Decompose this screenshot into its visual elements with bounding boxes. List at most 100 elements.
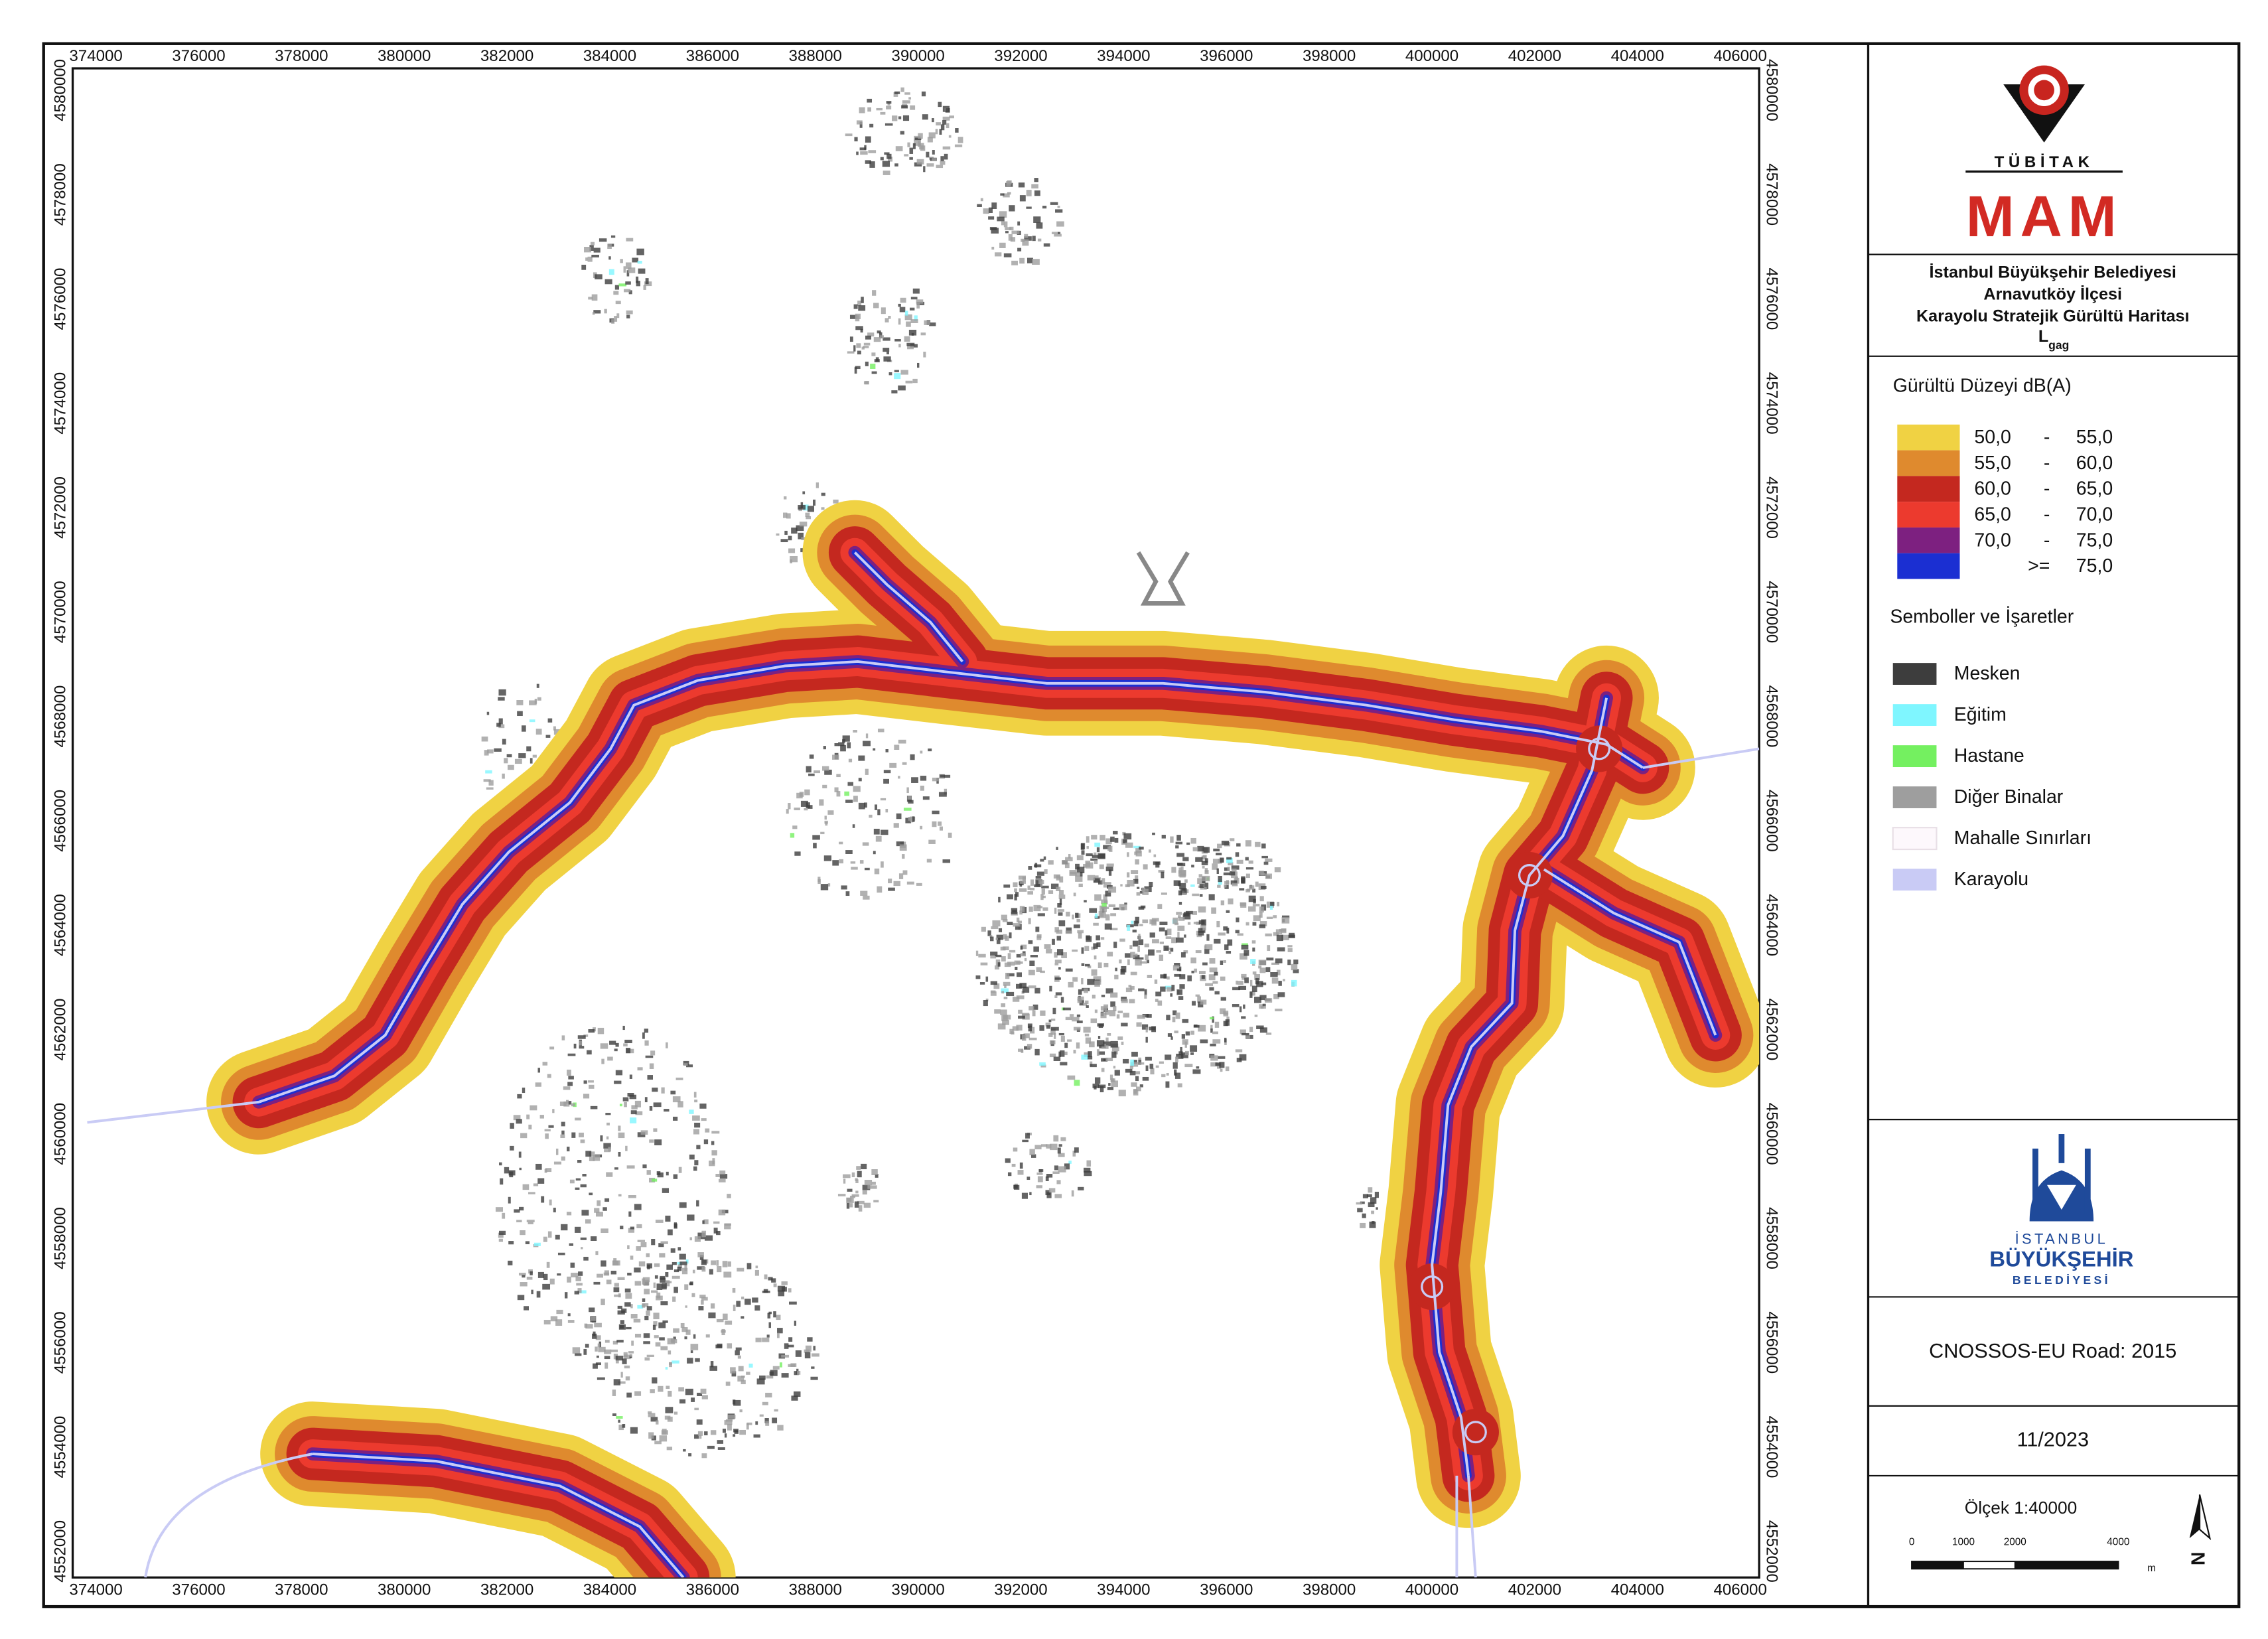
building <box>626 310 633 315</box>
building <box>579 1290 587 1294</box>
building <box>954 144 963 147</box>
building <box>1036 934 1042 938</box>
building <box>701 1259 707 1265</box>
building <box>1083 863 1087 868</box>
building <box>733 1399 741 1406</box>
building <box>871 352 876 356</box>
building <box>894 338 901 342</box>
building <box>1054 960 1062 963</box>
building <box>790 833 795 838</box>
building <box>1252 922 1257 926</box>
title-block: İstanbul Büyükşehir Belediyesi Arnavutkö… <box>1916 263 2190 352</box>
x-tick-label: 398000 <box>1303 47 1356 65</box>
building <box>1101 899 1108 904</box>
building <box>718 1209 726 1216</box>
building <box>1078 932 1082 939</box>
building <box>1259 912 1263 918</box>
building <box>840 745 846 752</box>
building <box>1195 950 1202 954</box>
building <box>1230 871 1236 876</box>
building <box>1196 921 1200 925</box>
building <box>581 1247 583 1249</box>
building <box>1018 920 1022 924</box>
y-tick-label: 4560000 <box>51 1103 69 1165</box>
building <box>1005 973 1010 979</box>
building <box>921 91 926 97</box>
building <box>1092 1084 1099 1088</box>
building <box>1058 1166 1066 1173</box>
building <box>705 1128 710 1133</box>
building <box>920 750 923 754</box>
building <box>1198 1025 1206 1032</box>
building <box>604 309 607 314</box>
building <box>1027 1176 1030 1180</box>
building <box>1128 985 1132 988</box>
building <box>578 1271 583 1276</box>
building <box>1185 1031 1190 1036</box>
building <box>1141 1024 1149 1030</box>
building <box>798 505 806 510</box>
building <box>623 266 626 273</box>
building <box>1059 876 1064 883</box>
building <box>654 1275 658 1279</box>
building <box>1064 862 1070 869</box>
building <box>781 1287 787 1292</box>
building <box>1101 902 1107 907</box>
building <box>871 371 877 374</box>
building <box>938 792 947 797</box>
building <box>656 1420 659 1425</box>
building <box>689 1109 694 1114</box>
building <box>1218 879 1222 885</box>
building <box>845 133 853 137</box>
building <box>626 1048 631 1054</box>
building <box>1238 981 1243 985</box>
building <box>1239 1006 1242 1013</box>
building <box>1058 1153 1065 1157</box>
building <box>585 1344 589 1348</box>
building <box>622 1025 625 1031</box>
building <box>614 1294 621 1297</box>
date: 11/2023 <box>2017 1428 2089 1451</box>
building <box>665 1216 671 1222</box>
building <box>699 1104 707 1109</box>
building <box>1214 938 1221 944</box>
building <box>1100 912 1104 917</box>
building <box>670 1248 675 1253</box>
building <box>592 312 595 315</box>
building <box>820 884 829 891</box>
building <box>685 1259 689 1264</box>
building <box>822 766 829 771</box>
building <box>1258 965 1262 969</box>
building <box>752 1297 758 1303</box>
building <box>944 153 948 160</box>
building <box>902 115 910 121</box>
building <box>804 808 808 811</box>
building <box>1004 984 1007 989</box>
building <box>673 1336 676 1340</box>
building <box>920 776 927 781</box>
building <box>1208 974 1216 981</box>
building <box>1111 1080 1119 1088</box>
building <box>545 1168 552 1173</box>
building <box>1054 907 1057 914</box>
building <box>1182 888 1186 891</box>
building <box>1210 1055 1218 1061</box>
building <box>1252 889 1256 893</box>
building <box>882 161 890 167</box>
legend-low: 50,0 <box>1974 427 2011 448</box>
building <box>1057 1147 1061 1154</box>
building <box>849 1203 853 1208</box>
building <box>853 786 861 792</box>
title-line: Arnavutköy İlçesi <box>1983 285 2122 303</box>
building <box>696 1200 699 1207</box>
building <box>1107 952 1113 957</box>
building <box>633 1318 641 1323</box>
building <box>1096 935 1100 941</box>
building <box>694 1160 699 1166</box>
building <box>1104 923 1112 930</box>
building <box>995 965 1000 970</box>
building <box>516 700 524 705</box>
building <box>762 1401 768 1405</box>
building <box>1003 997 1008 999</box>
x-tick-label: 380000 <box>378 1581 431 1599</box>
